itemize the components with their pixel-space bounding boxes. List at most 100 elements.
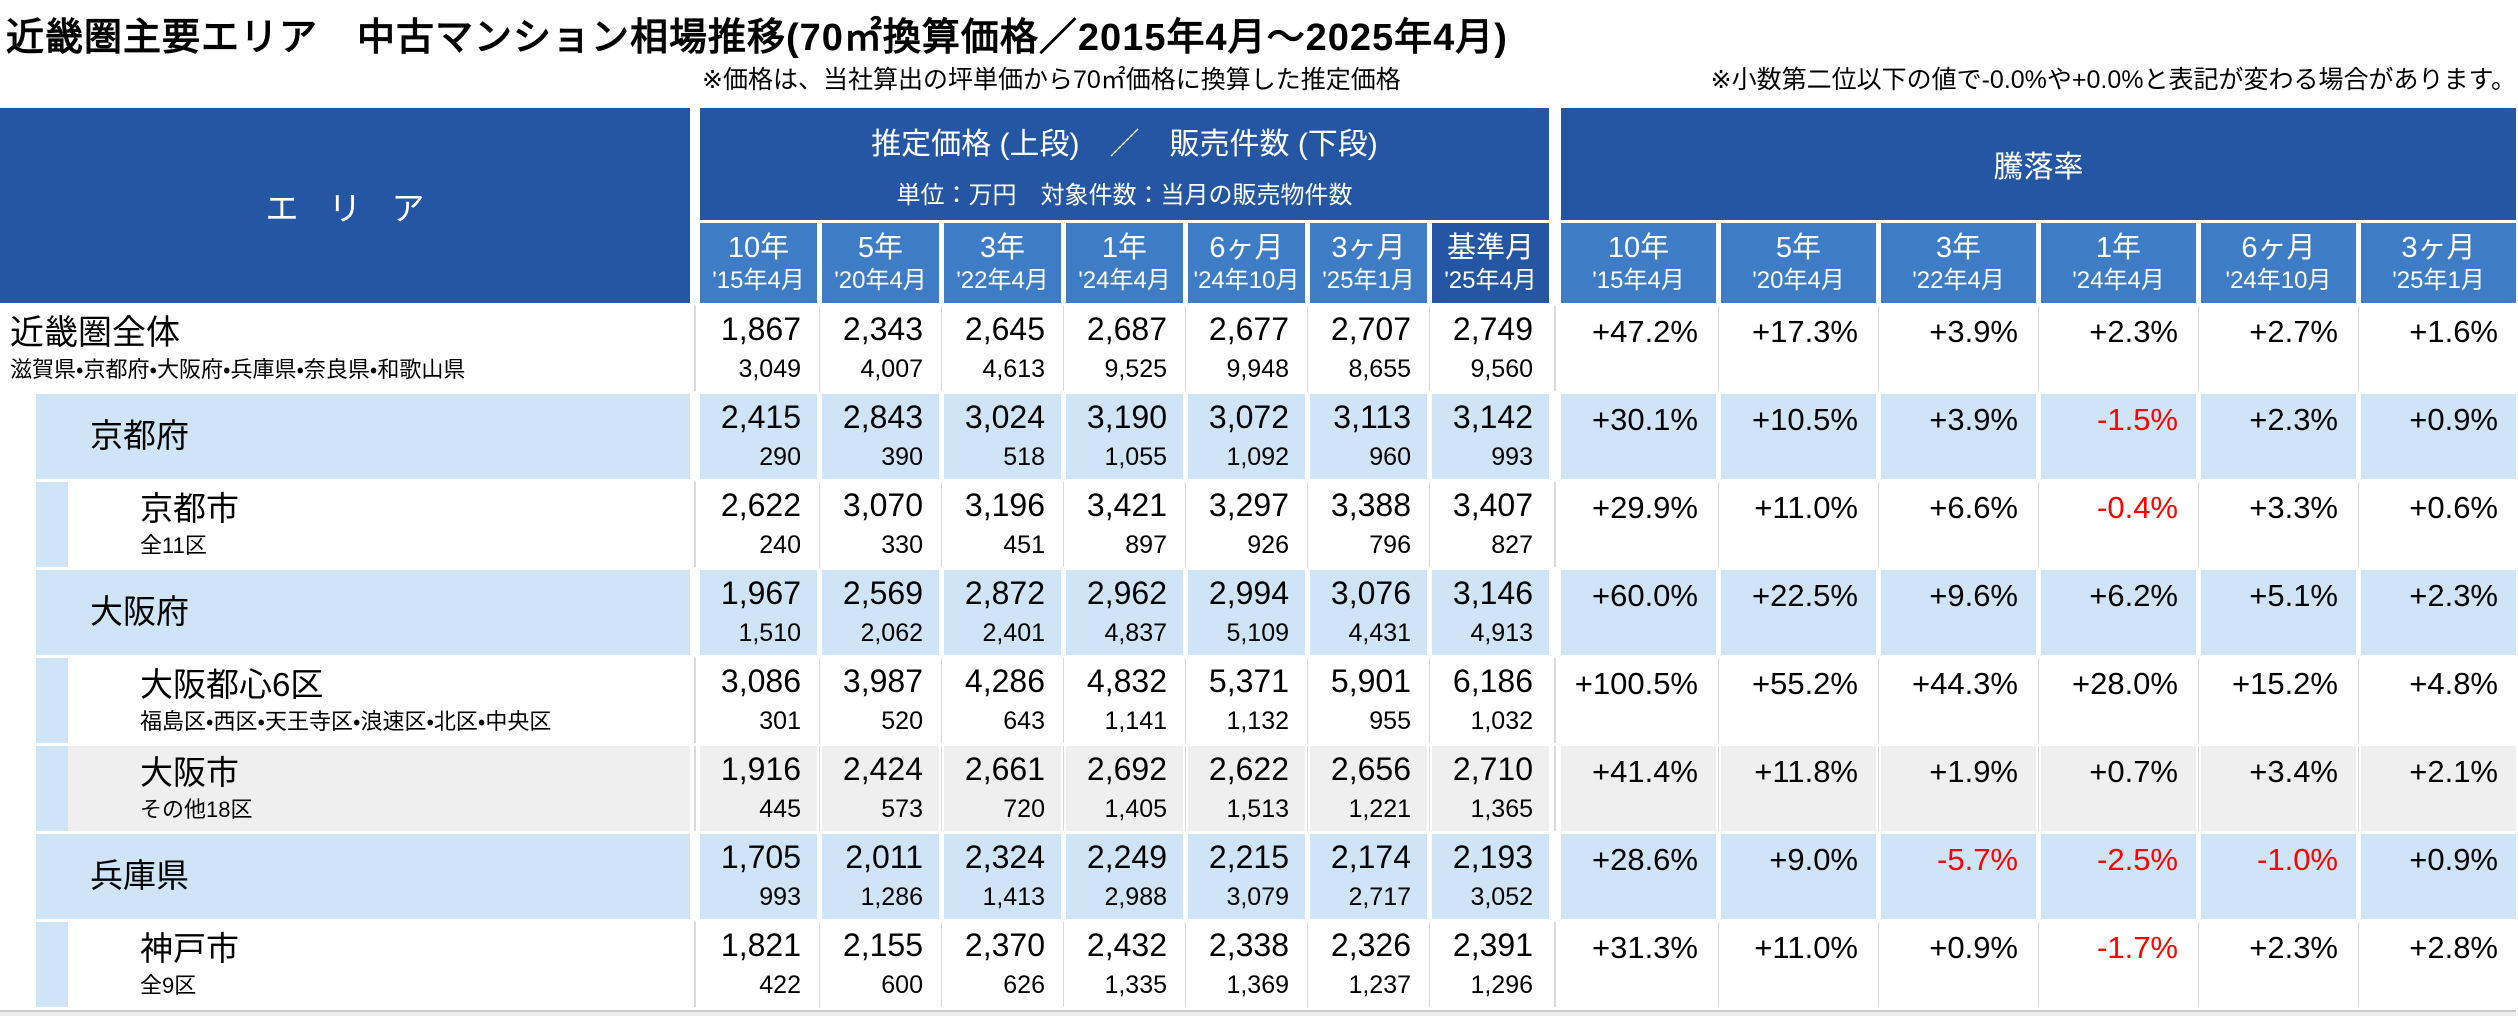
change-value: +2.3% <box>2409 578 2498 613</box>
area-cell: 大阪都心6区 福島区・西区・天王寺区・浪速区・北区・中央区 <box>0 658 690 743</box>
price-cell: 5,371 1,132 <box>1188 658 1305 743</box>
listing-count: 1,141 <box>1104 707 1167 735</box>
price-value: 2,011 <box>845 839 923 875</box>
change-value: +0.7% <box>2089 754 2178 789</box>
listing-count: 1,413 <box>982 883 1045 911</box>
change-cell: +2.1% <box>2361 746 2516 831</box>
area-name: 大阪市 <box>140 753 239 791</box>
column-divider <box>1549 922 1561 1007</box>
column-divider <box>939 658 944 743</box>
listing-count: 445 <box>759 795 801 823</box>
price-cell: 2,391 1,296 <box>1432 922 1549 1007</box>
change-value: +44.3% <box>1911 666 2018 701</box>
listing-count: 993 <box>1491 443 1533 471</box>
change-cell: -1.7% <box>2041 922 2196 1007</box>
period-label: 基準月 <box>1446 231 1534 264</box>
change-cell: +100.5% <box>1561 658 1716 743</box>
price-value: 3,086 <box>720 663 801 699</box>
change-value: +10.5% <box>1751 402 1858 437</box>
change-cell: +2.3% <box>2201 394 2356 479</box>
change-value: +60.0% <box>1591 578 1698 613</box>
column-divider <box>2356 482 2361 567</box>
area-name: 京都市 <box>140 489 239 527</box>
area-indent <box>0 834 36 919</box>
listing-count: 4,431 <box>1348 619 1411 647</box>
price-cell: 2,424 573 <box>822 746 939 831</box>
column-divider <box>690 658 700 743</box>
listing-count: 240 <box>759 531 801 559</box>
price-value: 2,215 <box>1208 839 1289 875</box>
listing-count: 960 <box>1369 443 1411 471</box>
change-value: +55.2% <box>1751 666 1858 701</box>
change-cell: +0.7% <box>2041 746 2196 831</box>
column-divider <box>1876 746 1881 831</box>
column-divider <box>1427 922 1432 1007</box>
change-cell: +0.9% <box>1881 922 2036 1007</box>
change-cell: +4.8% <box>2361 658 2516 743</box>
price-value: 2,622 <box>720 487 801 523</box>
area-label-box: 京都市 全11区 <box>68 482 690 567</box>
listing-count: 600 <box>881 971 923 999</box>
period-date: '22年4月 <box>956 266 1049 294</box>
change-cell: +3.3% <box>2201 482 2356 567</box>
period-date: '20年4月 <box>1752 266 1845 294</box>
price-value: 3,388 <box>1330 487 1411 523</box>
price-cell: 3,070 330 <box>822 482 939 567</box>
column-divider <box>1876 658 1881 743</box>
price-cell: 2,324 1,413 <box>944 834 1061 919</box>
table-body: 近畿圏全体 滋賀県・京都府・大阪府・兵庫県・奈良県・和歌山県 1,867 3,049 2… <box>0 306 2516 1007</box>
listing-count: 1,405 <box>1104 795 1167 823</box>
listing-count: 993 <box>759 883 801 911</box>
price-cell: 3,407 827 <box>1432 482 1549 567</box>
column-divider <box>1427 658 1432 743</box>
price-value: 2,338 <box>1208 927 1289 963</box>
column-divider <box>1183 746 1188 831</box>
change-value: -0.4% <box>2097 490 2178 525</box>
change-value: +0.9% <box>1929 930 2018 965</box>
change-value: +0.9% <box>2409 402 2498 437</box>
column-divider <box>1061 658 1066 743</box>
change-cell: +29.9% <box>1561 482 1716 567</box>
area-cell: 大阪府 <box>0 570 690 655</box>
area-name: 京都府 <box>90 417 189 455</box>
change-period-header: 1年 '24年4月 <box>2041 223 2196 303</box>
listing-count: 330 <box>881 531 923 559</box>
column-divider <box>1183 482 1188 567</box>
change-cell: +2.3% <box>2361 570 2516 655</box>
column-divider <box>1061 482 1066 567</box>
column-divider <box>1876 922 1881 1007</box>
column-divider <box>817 482 822 567</box>
column-divider <box>2196 658 2201 743</box>
period-date: '24年4月 <box>2072 266 2165 294</box>
price-cell: 2,710 1,365 <box>1432 746 1549 831</box>
price-group-subtitle: 単位：万円 対象件数：当月の販売物件数 <box>896 181 1353 209</box>
price-cell: 3,421 897 <box>1066 482 1183 567</box>
column-divider <box>2196 482 2201 567</box>
listing-count: 827 <box>1491 531 1533 559</box>
change-cell: +3.9% <box>1881 306 2036 391</box>
change-cell: +2.8% <box>2361 922 2516 1007</box>
listing-count: 8,655 <box>1348 355 1411 383</box>
table-header: エリア 推定価格 (上段) ／ 販売件数 (下段) 単位：万円 対象件数：当月の… <box>0 108 2516 303</box>
price-cell: 2,707 8,655 <box>1310 306 1427 391</box>
column-divider <box>1305 658 1310 743</box>
change-cell: +0.9% <box>2361 394 2516 479</box>
change-value: +3.9% <box>1929 402 2018 437</box>
period-date: '22年4月 <box>1912 266 2005 294</box>
area-label-box: 大阪府 <box>36 570 690 655</box>
column-divider <box>939 306 944 391</box>
price-cell: 2,011 1,286 <box>822 834 939 919</box>
area-label-box: 京都府 <box>36 394 690 479</box>
column-divider <box>2196 746 2201 831</box>
change-value: +29.9% <box>1591 490 1698 525</box>
column-divider <box>817 746 822 831</box>
price-cell: 2,249 2,988 <box>1066 834 1183 919</box>
change-value: +15.2% <box>2231 666 2338 701</box>
listing-count: 955 <box>1369 707 1411 735</box>
area-coverage: その他18区 <box>140 796 253 822</box>
change-value: +2.3% <box>2089 314 2178 349</box>
column-divider <box>1716 482 1721 567</box>
price-value: 5,371 <box>1208 663 1289 699</box>
price-cell: 2,645 4,613 <box>944 306 1061 391</box>
column-divider <box>1716 306 1721 391</box>
